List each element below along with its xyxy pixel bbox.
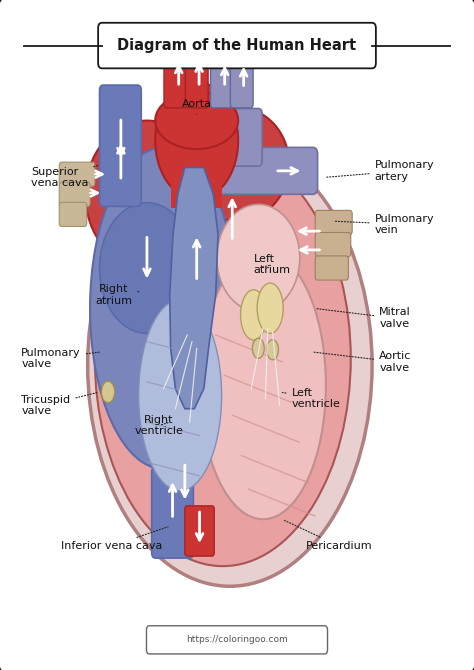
Text: Aortic
valve: Aortic valve bbox=[313, 351, 411, 373]
FancyBboxPatch shape bbox=[59, 202, 87, 226]
Ellipse shape bbox=[240, 289, 266, 340]
Text: Left
ventricle: Left ventricle bbox=[283, 388, 340, 409]
Text: Inferior vena cava: Inferior vena cava bbox=[61, 527, 168, 551]
Ellipse shape bbox=[252, 338, 264, 358]
FancyBboxPatch shape bbox=[164, 50, 187, 108]
Text: https://coloringoo.com: https://coloringoo.com bbox=[186, 635, 288, 645]
Ellipse shape bbox=[266, 340, 278, 360]
Ellipse shape bbox=[88, 144, 372, 586]
FancyBboxPatch shape bbox=[210, 53, 233, 108]
Text: Pulmonary
artery: Pulmonary artery bbox=[325, 160, 434, 182]
Text: Right
ventricle: Right ventricle bbox=[134, 415, 183, 436]
FancyBboxPatch shape bbox=[100, 85, 141, 206]
Ellipse shape bbox=[257, 283, 283, 334]
Ellipse shape bbox=[90, 147, 237, 469]
FancyBboxPatch shape bbox=[185, 50, 208, 108]
Ellipse shape bbox=[101, 381, 115, 403]
FancyBboxPatch shape bbox=[315, 232, 351, 257]
Text: Pulmonary
vein: Pulmonary vein bbox=[335, 214, 434, 235]
FancyBboxPatch shape bbox=[315, 210, 352, 234]
Text: Right
atrium: Right atrium bbox=[95, 284, 140, 306]
Ellipse shape bbox=[155, 82, 238, 200]
FancyBboxPatch shape bbox=[98, 23, 376, 68]
Polygon shape bbox=[170, 168, 218, 409]
Bar bbox=[171, 121, 222, 208]
Text: Left
atrium: Left atrium bbox=[254, 254, 291, 275]
Text: Pulmonary
valve: Pulmonary valve bbox=[21, 348, 99, 369]
Text: Superior
vena cava: Superior vena cava bbox=[31, 165, 99, 188]
Text: Pericardium: Pericardium bbox=[284, 521, 373, 551]
FancyBboxPatch shape bbox=[230, 53, 253, 108]
FancyBboxPatch shape bbox=[228, 109, 262, 166]
Ellipse shape bbox=[201, 251, 326, 519]
FancyBboxPatch shape bbox=[146, 626, 328, 654]
Ellipse shape bbox=[155, 92, 238, 149]
Ellipse shape bbox=[185, 107, 289, 221]
FancyBboxPatch shape bbox=[59, 182, 90, 206]
Ellipse shape bbox=[138, 300, 221, 490]
Text: Tricuspid
valve: Tricuspid valve bbox=[21, 393, 97, 416]
Ellipse shape bbox=[85, 121, 209, 268]
Ellipse shape bbox=[95, 151, 351, 566]
FancyBboxPatch shape bbox=[185, 506, 214, 556]
FancyBboxPatch shape bbox=[152, 467, 193, 558]
Text: Aorta: Aorta bbox=[182, 99, 212, 115]
FancyBboxPatch shape bbox=[315, 256, 348, 280]
Text: Diagram of the Human Heart: Diagram of the Human Heart bbox=[118, 38, 356, 53]
Ellipse shape bbox=[100, 203, 194, 334]
FancyBboxPatch shape bbox=[213, 147, 318, 194]
FancyBboxPatch shape bbox=[59, 162, 95, 186]
Ellipse shape bbox=[217, 204, 300, 312]
Text: Mitral
valve: Mitral valve bbox=[316, 308, 411, 329]
